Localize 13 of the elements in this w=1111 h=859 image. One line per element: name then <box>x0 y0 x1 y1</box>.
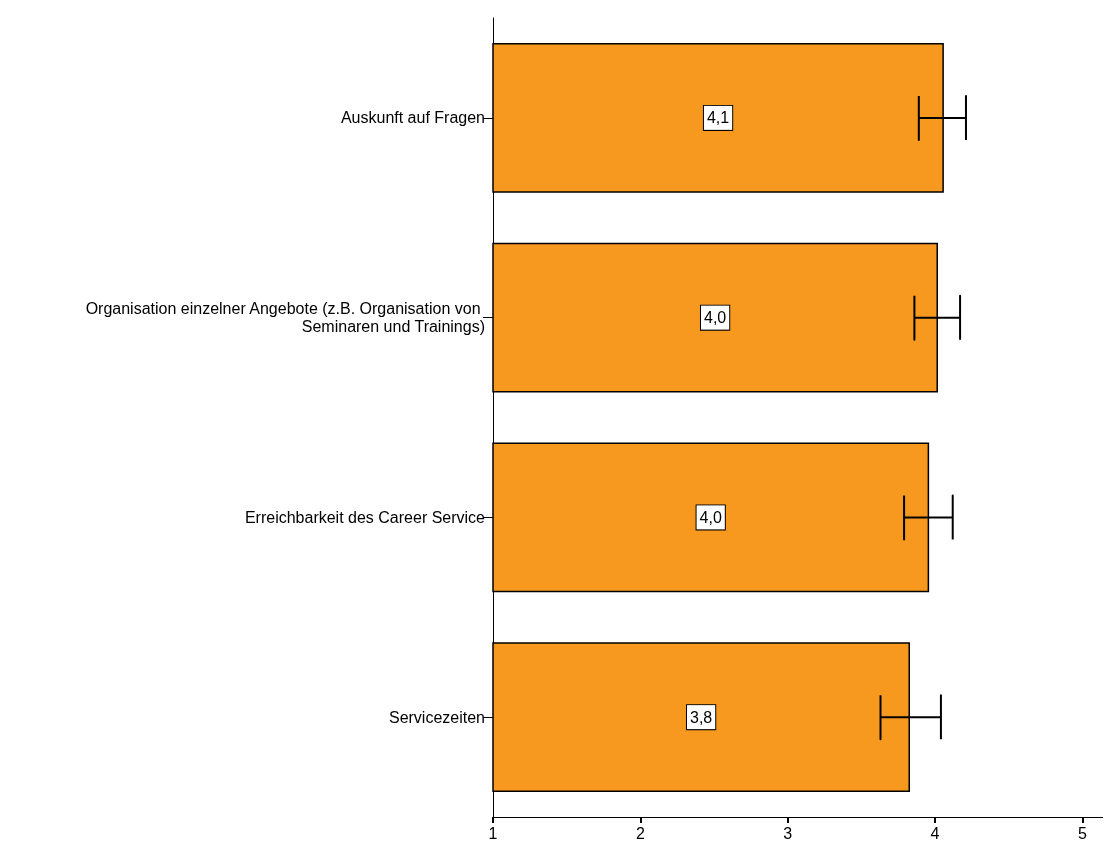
x-tick-label: 5 <box>1077 824 1087 842</box>
x-tick-label: 4 <box>930 824 940 842</box>
x-tick-label: 3 <box>783 824 793 842</box>
data-label: 4,1 <box>706 109 730 127</box>
y-tick-label: Servicezeiten <box>388 708 485 726</box>
data-label: 4,0 <box>699 508 722 526</box>
x-tick-label: 2 <box>635 824 645 842</box>
y-tick-label: Auskunft auf Fragen <box>340 109 485 127</box>
data-label: 4,0 <box>703 309 727 327</box>
y-tick-label: Organisation einzelner Angebote (z.B. Organisation von Seminaren und Trainings) <box>85 300 485 336</box>
y-tick-label: Erreichbarkeit des Career Service <box>244 508 486 526</box>
data-label: 3,8 <box>689 708 713 726</box>
x-tick-label: 1 <box>488 824 498 842</box>
